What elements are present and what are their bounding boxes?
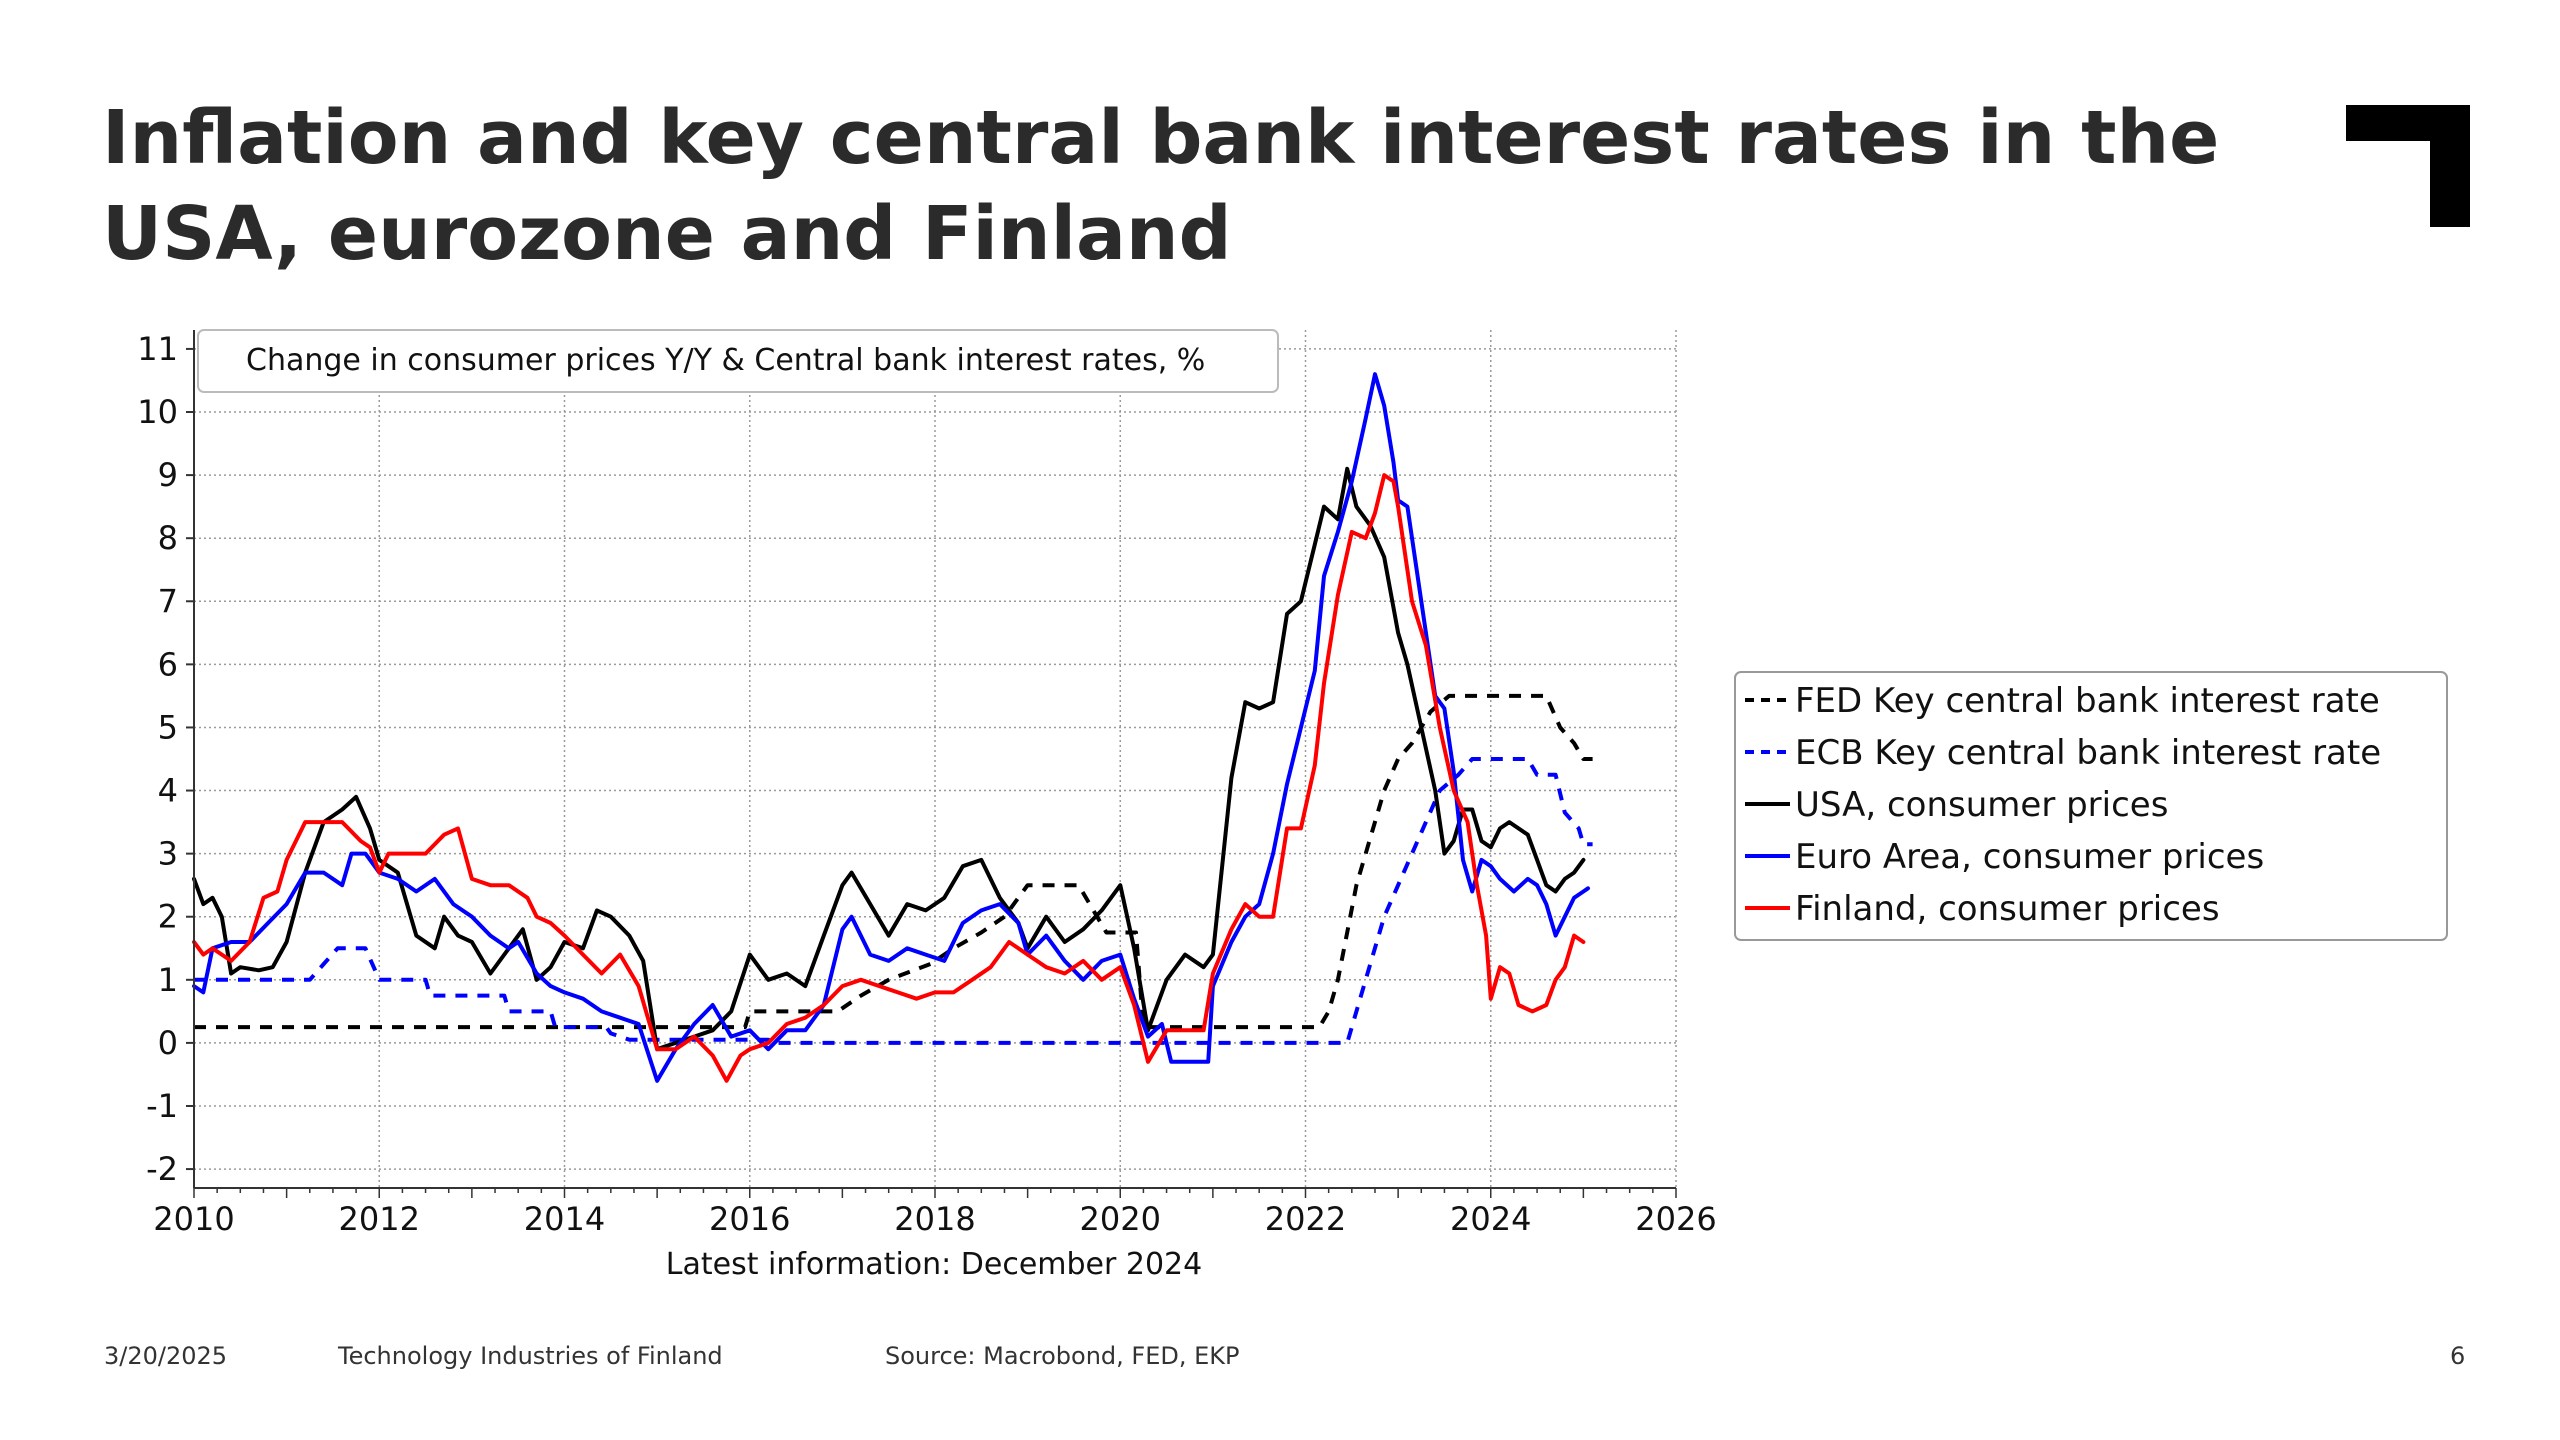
y-tick-label: 8 [158,519,178,557]
x-tick-label: 2026 [1635,1200,1716,1238]
legend-label-2: ECB Key central bank interest rate [1795,733,2381,773]
series-line-2 [194,757,1593,1045]
chart-title-box: Change in consumer prices Y/Y & Central … [197,329,1279,393]
x-tick-label: 2024 [1450,1200,1531,1238]
x-tick-label: 2016 [709,1200,790,1238]
series-line-5 [192,473,1586,1083]
legend-label-4: Euro Area, consumer prices [1795,837,2264,877]
y-tick-label: 6 [158,645,178,683]
y-tick-label: 10 [137,393,178,431]
y-tick-label: 7 [158,582,178,620]
legend: FED Key central bank interest rate ECB Ke… [1734,671,2448,941]
footer-date: 3/20/2025 [104,1342,228,1370]
y-tick-label: 2 [158,898,178,936]
x-tick-label: 2014 [524,1200,605,1238]
y-tick-label: -1 [146,1087,178,1125]
footer-source: Source: Macrobond, FED, EKP [885,1342,1240,1370]
page-number: 6 [2450,1342,2466,1370]
chart-title: Change in consumer prices Y/Y & Central … [246,343,1205,378]
y-tick-label: 3 [158,835,178,873]
y-tick-label: -2 [146,1150,178,1188]
x-tick-label: 2020 [1080,1200,1161,1238]
x-axis-label: Latest information: December 2024 [666,1247,1202,1282]
page-title: Inflation and key central bank interest … [102,90,2302,282]
corner-logo-mark [2346,105,2470,227]
y-tick-label: 1 [158,961,178,999]
y-tick-label: 4 [158,772,178,810]
legend-label-3: USA, consumer prices [1795,785,2168,825]
x-tick-label: 2012 [339,1200,420,1238]
series-line-1 [194,693,1593,1030]
legend-label-1: FED Key central bank interest rate [1795,681,2380,721]
footer-organization: Technology Industries of Finland [338,1342,723,1370]
y-tick-label: 11 [137,330,178,368]
series-layer [192,372,1593,1083]
legend-box [1734,671,2448,941]
y-tick-label: 9 [158,456,178,494]
series-line-3 [192,466,1586,1052]
legend-label-5: Finland, consumer prices [1795,889,2220,929]
title-line-1: Inflation and key central bank interest … [102,95,2220,181]
x-tick-label: 2018 [894,1200,975,1238]
x-tick-label: 2022 [1265,1200,1346,1238]
title-line-2: USA, eurozone and Finland [102,191,1232,277]
x-tick-label: 2010 [153,1200,234,1238]
corner-mark-side-bar [2430,105,2470,227]
y-tick-label: 0 [158,1024,178,1062]
y-tick-label: 5 [158,708,178,746]
